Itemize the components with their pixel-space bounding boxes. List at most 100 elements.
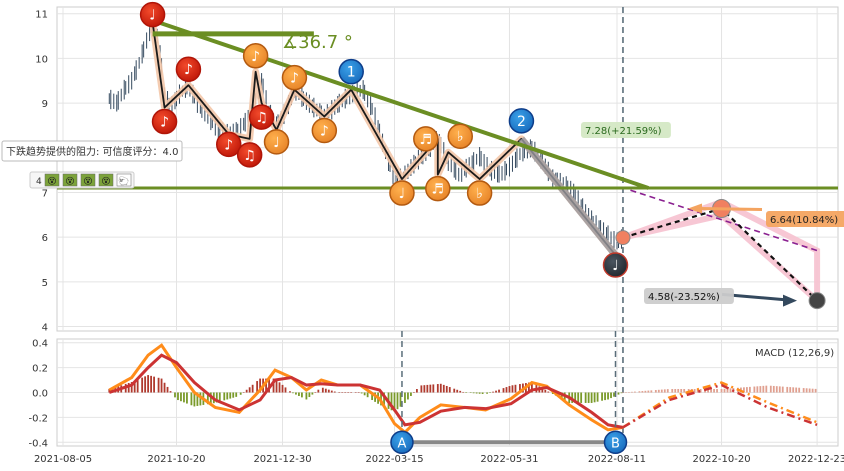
macd-histogram-bar bbox=[625, 392, 627, 393]
macd-histogram-bar bbox=[772, 385, 775, 393]
macd-histogram-bar bbox=[330, 390, 333, 393]
macd-histogram-bar bbox=[551, 392, 554, 395]
price-panel bbox=[56, 6, 839, 332]
macd-histogram-bar bbox=[416, 389, 418, 393]
wave-marker-symbol: ♬ bbox=[432, 182, 445, 198]
macd-histogram-bar bbox=[781, 386, 784, 393]
macd-histogram-bar bbox=[811, 388, 814, 393]
macd-histogram-bar bbox=[746, 387, 748, 393]
projection-label-box bbox=[766, 211, 844, 227]
projection-arrow bbox=[699, 207, 763, 211]
macd-histogram-bar bbox=[775, 386, 778, 393]
macd-histogram-bar bbox=[798, 387, 801, 393]
divergence-marker bbox=[390, 430, 414, 455]
macd-histogram-bar bbox=[130, 382, 133, 393]
rating-icon-box bbox=[62, 173, 78, 187]
macd-histogram-bar bbox=[229, 392, 232, 399]
macd-histogram-bar bbox=[622, 392, 624, 393]
x-tick-label: 2022-08-11 bbox=[588, 454, 646, 465]
macd-histogram-bar bbox=[647, 390, 650, 393]
macd-histogram-bar bbox=[486, 392, 488, 394]
macd-histogram-bar bbox=[610, 392, 612, 399]
macd-histogram-bar bbox=[778, 386, 781, 393]
macd-histogram-bar bbox=[338, 392, 341, 393]
macd-histogram-bar bbox=[317, 389, 320, 393]
macd-histogram-bar bbox=[407, 392, 409, 400]
macd-histogram-bar bbox=[514, 384, 517, 393]
macd-histogram-bar bbox=[301, 392, 303, 398]
macd-histogram-bar bbox=[762, 385, 765, 393]
macd-histogram-bar bbox=[281, 384, 284, 393]
macd-histogram-bar bbox=[248, 387, 251, 393]
macd-histogram-bar bbox=[671, 389, 674, 393]
macd-histogram-bar bbox=[475, 392, 478, 394]
macd-histogram-bar bbox=[278, 382, 281, 393]
wave-marker-symbol: ♪ bbox=[160, 115, 169, 131]
macd-histogram-bar bbox=[596, 392, 599, 402]
wave-marker-symbol: 2 bbox=[517, 114, 526, 130]
macd-histogram-bar bbox=[638, 391, 641, 393]
macd-dif-projection bbox=[622, 381, 818, 429]
macd-histogram-bar bbox=[259, 378, 262, 393]
macd-histogram-bar bbox=[786, 386, 789, 393]
macd-histogram-bar bbox=[726, 388, 729, 393]
macd-histogram-bar bbox=[495, 390, 497, 393]
price-y-tick-label: 10 bbox=[35, 54, 48, 65]
resistance-trendline bbox=[151, 18, 649, 190]
macd-histogram-bar bbox=[153, 376, 155, 393]
projection-label-box bbox=[644, 288, 734, 304]
x-tick-label: 2022-12-23 bbox=[788, 454, 844, 465]
macd-histogram-bar bbox=[657, 389, 660, 393]
wave-marker bbox=[139, 1, 166, 28]
wave-marker-symbol: ♬ bbox=[420, 132, 433, 148]
macd-histogram-bar bbox=[723, 388, 726, 393]
macd-histogram-bar bbox=[235, 392, 238, 397]
macd-histogram-bar bbox=[166, 386, 169, 393]
projection-label-box bbox=[581, 122, 671, 138]
macd-histogram-bar bbox=[410, 392, 412, 396]
macd-histogram-bar bbox=[613, 392, 615, 397]
macd-histogram-bar bbox=[350, 392, 353, 393]
macd-histogram-bar bbox=[199, 392, 202, 406]
macd-histogram-bar bbox=[814, 388, 817, 393]
macd-histogram-bar bbox=[769, 385, 772, 393]
macd-histogram-bar bbox=[206, 392, 209, 405]
macd-histogram-bar bbox=[245, 389, 248, 393]
macd-histogram-bar bbox=[492, 391, 494, 393]
macd-histogram-bar bbox=[465, 392, 468, 393]
macd-histogram-bar bbox=[413, 392, 415, 393]
rating-icon-box bbox=[44, 173, 60, 187]
wave-marker bbox=[248, 104, 275, 130]
rating-icon: 🐑 bbox=[118, 175, 129, 187]
macd-histogram-bar bbox=[426, 384, 429, 393]
macd-histogram-bar bbox=[707, 389, 709, 393]
rating-badge: 4 😵 😵 😵 😵 🐑 bbox=[29, 171, 135, 189]
macd-histogram-bar bbox=[232, 392, 235, 398]
macd-histogram-bar bbox=[439, 383, 442, 393]
macd-histogram-bar bbox=[674, 389, 677, 393]
macd-histogram-bar bbox=[251, 384, 254, 393]
macd-histogram-bar bbox=[654, 390, 657, 393]
x-tick-label: 2022-10-20 bbox=[692, 454, 750, 465]
projection-point bbox=[808, 292, 826, 310]
rating-icon: 😵 bbox=[83, 176, 92, 187]
macd-histogram-bar bbox=[393, 392, 396, 412]
macd-histogram-bar bbox=[150, 375, 153, 393]
macd-histogram-bar bbox=[183, 392, 185, 403]
macd-histogram-bar bbox=[298, 392, 300, 396]
macd-histogram-bar bbox=[177, 392, 179, 401]
wave-marker-symbol: ♩ bbox=[149, 8, 156, 24]
macd-histogram-bar bbox=[108, 389, 111, 393]
macd-histogram-bar bbox=[141, 377, 144, 393]
macd-histogram-bar bbox=[720, 389, 723, 393]
wave-marker-symbol: ♭ bbox=[476, 186, 483, 202]
wave-marker bbox=[389, 180, 415, 206]
price-y-tick-label: 6 bbox=[42, 233, 48, 244]
x-tick-label: 2022-03-15 bbox=[365, 454, 423, 465]
macd-histogram-bar bbox=[660, 389, 663, 393]
macd-histogram-bar bbox=[459, 390, 462, 393]
macd-histogram-bar bbox=[472, 392, 475, 394]
macd-histogram-bar bbox=[462, 391, 465, 393]
divergence-marker bbox=[603, 430, 628, 455]
